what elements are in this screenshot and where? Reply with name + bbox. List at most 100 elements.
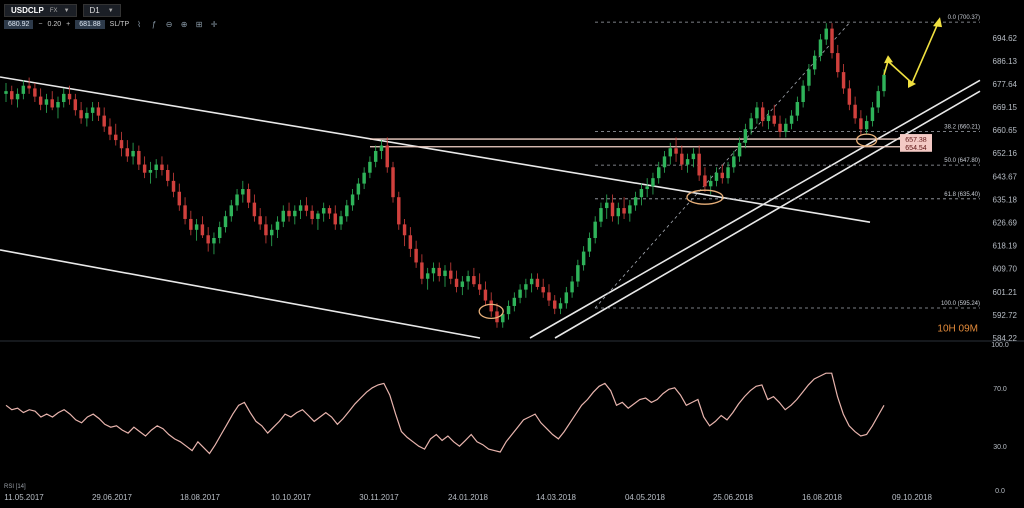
timeframe-selector[interactable]: D1 ▼ bbox=[82, 4, 121, 17]
candle-bullish bbox=[593, 216, 597, 244]
candle-bullish bbox=[356, 178, 361, 200]
candle-bearish bbox=[73, 93, 78, 116]
candle-body bbox=[622, 208, 626, 214]
candle-body bbox=[830, 28, 834, 54]
candle-body bbox=[541, 286, 545, 293]
indicators-icon[interactable]: ƒ bbox=[151, 20, 157, 29]
line-tool-icon[interactable]: ⌇ bbox=[137, 20, 142, 29]
candle-body bbox=[749, 118, 753, 130]
candle-body bbox=[310, 210, 314, 219]
candle-bullish bbox=[316, 210, 320, 230]
candle-body bbox=[778, 123, 782, 132]
candle-bullish bbox=[293, 205, 297, 225]
candle-body bbox=[391, 167, 395, 198]
candle-bullish bbox=[275, 216, 280, 238]
candle-body bbox=[443, 270, 447, 277]
candle-body bbox=[576, 265, 580, 282]
candle-bearish bbox=[200, 216, 205, 238]
rsi-tick-label: 70.0 bbox=[993, 386, 1007, 393]
candle-bearish bbox=[50, 91, 54, 111]
ask-price-button[interactable]: 681.88 bbox=[75, 20, 105, 29]
candle-body bbox=[558, 303, 563, 309]
candle-body bbox=[708, 180, 713, 187]
candle-body bbox=[252, 202, 257, 217]
candle-bearish bbox=[414, 240, 418, 268]
fib-level-label: 38.2 (660.21) bbox=[944, 124, 980, 130]
price-tick-label: 677.64 bbox=[993, 80, 1018, 89]
candle-body bbox=[864, 121, 869, 130]
candle-body bbox=[876, 91, 880, 108]
candle-body bbox=[853, 104, 857, 119]
increase-amount-button[interactable]: + bbox=[66, 21, 71, 28]
downtrend-upper-line bbox=[0, 76, 871, 224]
candle-body bbox=[356, 183, 361, 195]
price-zone-label-bg bbox=[900, 134, 932, 145]
rsi-tick-label: 30.0 bbox=[993, 444, 1007, 451]
fib-level-label: 61.8 (635.40) bbox=[944, 192, 980, 198]
candle-body bbox=[847, 88, 852, 105]
candle-body bbox=[264, 224, 268, 236]
candle-body bbox=[4, 91, 8, 94]
candle-bullish bbox=[194, 218, 199, 241]
candle-body bbox=[841, 72, 846, 89]
candle-body bbox=[772, 115, 776, 124]
candle-body bbox=[131, 150, 135, 157]
candle-bullish bbox=[148, 161, 153, 184]
candle-body bbox=[90, 107, 95, 113]
candle-body bbox=[304, 205, 309, 211]
candle-bullish bbox=[44, 93, 49, 113]
candle-body bbox=[807, 69, 811, 86]
crosshair-icon[interactable]: ✛ bbox=[210, 20, 218, 29]
candle-body bbox=[269, 229, 274, 236]
touch-point-ellipse bbox=[478, 303, 504, 320]
candle-body bbox=[466, 276, 470, 282]
candle-bullish bbox=[339, 210, 343, 230]
settings-icon[interactable]: ⊞ bbox=[195, 20, 203, 29]
date-tick-label: 10.10.2017 bbox=[271, 493, 312, 502]
candle-bearish bbox=[680, 145, 684, 171]
candle-body bbox=[801, 85, 805, 103]
candle-body bbox=[102, 115, 106, 127]
candle-bullish bbox=[362, 167, 366, 190]
candle-body bbox=[570, 281, 574, 293]
zoom-in-icon[interactable]: ⊕ bbox=[180, 20, 188, 29]
candle-bearish bbox=[778, 115, 782, 138]
candle-bearish bbox=[177, 183, 182, 211]
symbol-selector[interactable]: USDCLP FX ▼ bbox=[4, 4, 77, 17]
candle-body bbox=[177, 191, 182, 206]
touch-point-ellipse bbox=[856, 133, 878, 147]
bid-price-button[interactable]: 680.92 bbox=[4, 20, 34, 29]
candle-bearish bbox=[327, 205, 332, 219]
candle-body bbox=[437, 267, 441, 277]
decrease-amount-button[interactable]: − bbox=[38, 21, 43, 28]
candle-body bbox=[662, 156, 667, 168]
candle-bearish bbox=[119, 131, 124, 157]
touch-point-ellipse bbox=[686, 189, 724, 205]
candle-body bbox=[114, 134, 118, 141]
candle-bullish bbox=[587, 232, 592, 258]
zoom-out-icon[interactable]: ⊖ bbox=[165, 20, 173, 29]
candle-bearish bbox=[720, 164, 724, 184]
candle-bearish bbox=[622, 197, 626, 219]
price-tick-label: 609.70 bbox=[993, 265, 1018, 274]
candle-bearish bbox=[397, 191, 401, 230]
candle-body bbox=[506, 305, 511, 315]
candle-bearish bbox=[477, 273, 482, 296]
candle-bearish bbox=[171, 172, 176, 198]
candle-bullish bbox=[685, 153, 690, 173]
candle-bearish bbox=[10, 85, 14, 105]
candle-bearish bbox=[697, 145, 701, 181]
amount-value[interactable]: 0.20 bbox=[47, 21, 62, 28]
candle-bullish bbox=[726, 161, 730, 184]
price-tick-label: 652.16 bbox=[993, 149, 1018, 158]
candle-body bbox=[241, 189, 245, 195]
candle-bullish bbox=[668, 142, 672, 165]
candle-bearish bbox=[553, 295, 557, 315]
sl-tp-button[interactable]: SL/TP bbox=[109, 21, 130, 28]
candle-body bbox=[501, 314, 505, 323]
candle-bullish bbox=[321, 202, 326, 222]
candle-body bbox=[674, 148, 678, 154]
candle-bullish bbox=[737, 137, 742, 162]
price-tick-label: 601.21 bbox=[993, 288, 1018, 297]
